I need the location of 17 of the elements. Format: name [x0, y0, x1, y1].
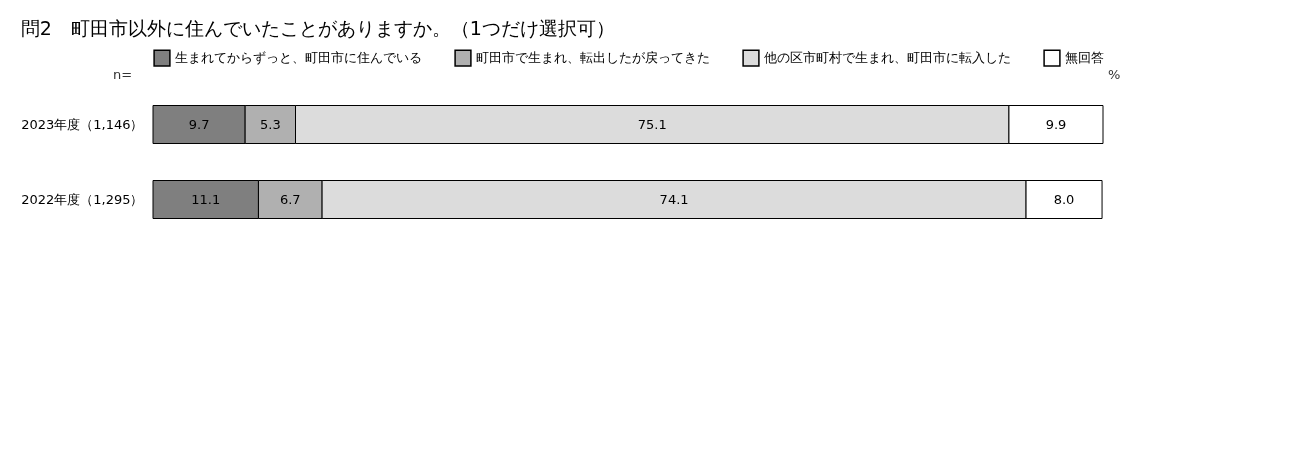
- chart-title: 問2 町田市以外に住んでいたことがありますか。（1つだけ選択可）: [20, 17, 615, 39]
- text: n=: [113, 67, 133, 82]
- text: %: [1108, 67, 1121, 82]
- data-label: 6.7: [279, 191, 301, 207]
- data-label: 74.1: [659, 191, 689, 207]
- data-label: 11.1: [191, 191, 221, 207]
- data-label: 8.0: [1053, 191, 1075, 207]
- y-tick-label: 2023年度（1,146）: [21, 116, 144, 132]
- data-label: 9.9: [1045, 116, 1067, 132]
- legend-label: 町田市で生まれ、転出したが戻ってきた: [476, 50, 710, 66]
- legend-label: 生まれてからずっと、町田市に住んでいる: [175, 50, 422, 66]
- legend-label: 他の区市町村で生まれ、町田市に転入した: [764, 50, 1011, 66]
- y-tick-label: 2022年度（1,295）: [21, 191, 144, 207]
- legend-label: 無回答: [1065, 50, 1104, 66]
- data-label: 5.3: [259, 116, 281, 132]
- data-label: 9.7: [188, 116, 210, 132]
- data-label: 75.1: [637, 116, 667, 132]
